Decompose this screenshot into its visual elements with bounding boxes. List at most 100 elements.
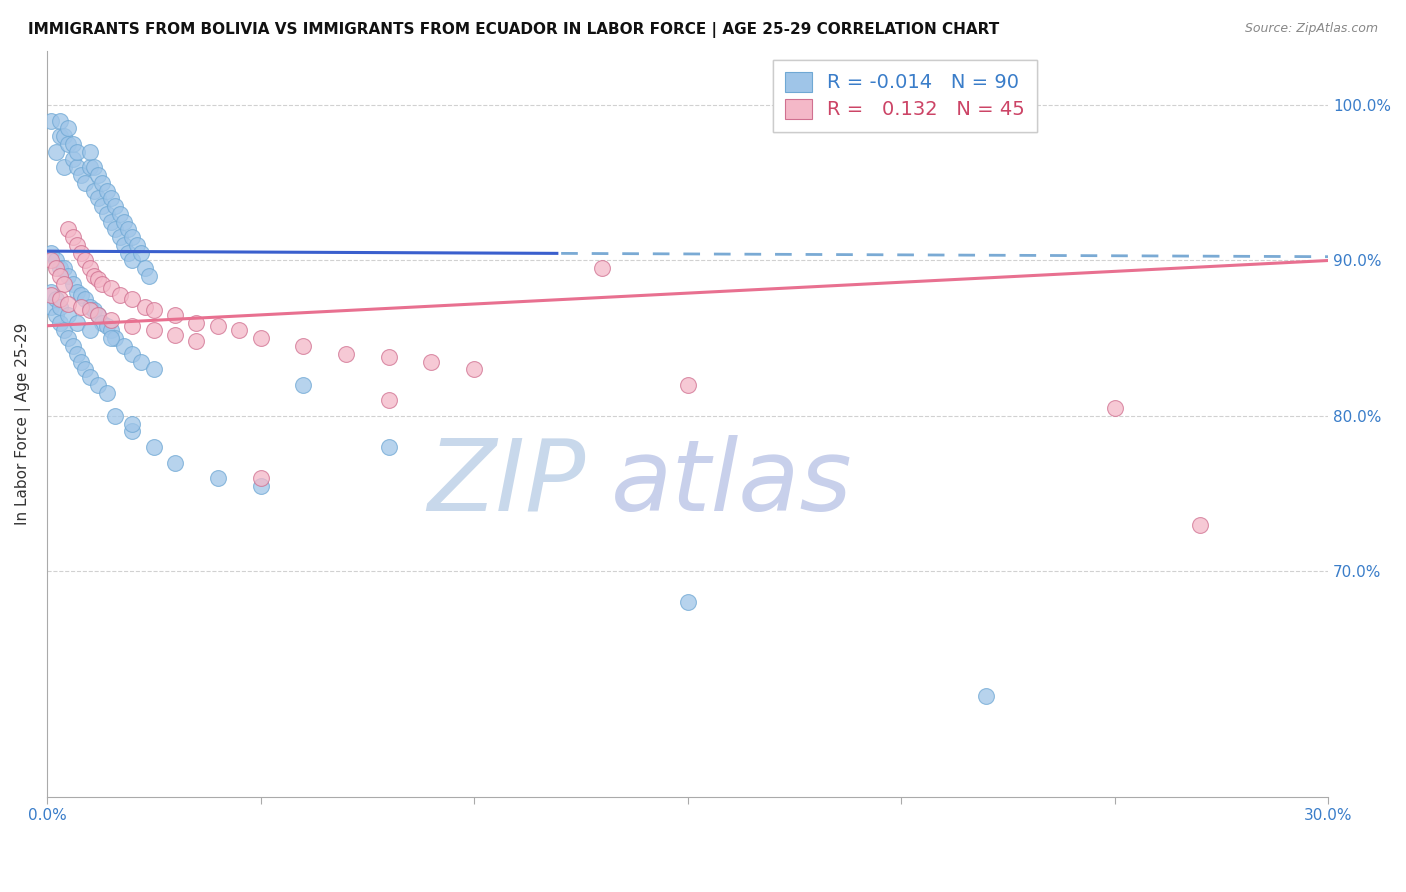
Point <box>66 160 89 174</box>
Point <box>62 230 84 244</box>
Point <box>104 199 127 213</box>
Point <box>91 176 114 190</box>
Legend: R = -0.014   N = 90, R =   0.132   N = 45: R = -0.014 N = 90, R = 0.132 N = 45 <box>773 60 1038 132</box>
Point <box>44 253 66 268</box>
Point <box>377 393 399 408</box>
Point <box>87 191 110 205</box>
Point <box>75 362 97 376</box>
Point <box>62 153 84 167</box>
Point <box>83 268 105 283</box>
Point <box>79 300 101 314</box>
Point <box>112 214 135 228</box>
Point <box>58 297 80 311</box>
Point <box>49 261 72 276</box>
Point <box>207 471 229 485</box>
Point <box>121 253 143 268</box>
Point <box>75 293 97 307</box>
Point <box>228 323 250 337</box>
Point <box>121 347 143 361</box>
Point <box>976 689 998 703</box>
Point <box>121 230 143 244</box>
Point <box>91 199 114 213</box>
Point <box>53 261 76 276</box>
Point <box>75 253 97 268</box>
Point <box>249 479 271 493</box>
Point <box>121 318 143 333</box>
Point <box>100 214 122 228</box>
Point <box>186 316 208 330</box>
Point <box>39 287 62 301</box>
Point <box>58 222 80 236</box>
Point <box>142 323 165 337</box>
Point <box>53 129 76 144</box>
Point <box>165 328 187 343</box>
Point <box>96 385 118 400</box>
Text: IMMIGRANTS FROM BOLIVIA VS IMMIGRANTS FROM ECUADOR IN LABOR FORCE | AGE 25-29 CO: IMMIGRANTS FROM BOLIVIA VS IMMIGRANTS FR… <box>28 22 1000 38</box>
Point <box>125 238 148 252</box>
Point <box>420 354 443 368</box>
Point <box>79 323 101 337</box>
Point <box>49 113 72 128</box>
Point <box>75 176 97 190</box>
Point <box>91 277 114 291</box>
Point <box>53 160 76 174</box>
Point <box>104 331 127 345</box>
Point <box>79 370 101 384</box>
Point <box>62 277 84 291</box>
Point <box>377 440 399 454</box>
Point <box>58 308 80 322</box>
Point <box>83 184 105 198</box>
Point <box>39 253 62 268</box>
Point <box>58 121 80 136</box>
Point <box>79 145 101 159</box>
Point <box>463 362 485 376</box>
Point <box>249 471 271 485</box>
Point <box>39 285 62 299</box>
Point <box>66 285 89 299</box>
Point <box>117 222 139 236</box>
Point <box>58 268 80 283</box>
Point <box>44 261 66 276</box>
Point <box>292 339 315 353</box>
Point <box>591 261 613 276</box>
Point <box>142 303 165 318</box>
Point <box>142 440 165 454</box>
Point <box>53 277 76 291</box>
Point <box>108 207 131 221</box>
Point <box>87 308 110 322</box>
Point <box>129 245 152 260</box>
Point <box>96 184 118 198</box>
Point <box>1104 401 1126 416</box>
Point <box>53 323 76 337</box>
Point <box>104 409 127 423</box>
Point <box>134 300 156 314</box>
Point <box>100 281 122 295</box>
Point <box>44 145 66 159</box>
Point <box>676 595 699 609</box>
Point <box>66 238 89 252</box>
Point <box>96 318 118 333</box>
Point <box>49 268 72 283</box>
Point <box>70 168 93 182</box>
Point <box>39 300 62 314</box>
Point <box>49 129 72 144</box>
Point <box>207 318 229 333</box>
Point <box>49 316 72 330</box>
Text: Source: ZipAtlas.com: Source: ZipAtlas.com <box>1244 22 1378 36</box>
Point <box>100 323 122 337</box>
Point <box>79 303 101 318</box>
Point <box>62 136 84 151</box>
Point <box>100 331 122 345</box>
Point <box>58 136 80 151</box>
Point <box>1189 517 1212 532</box>
Point <box>117 245 139 260</box>
Point <box>49 293 72 307</box>
Point <box>96 207 118 221</box>
Point <box>112 238 135 252</box>
Point <box>87 272 110 286</box>
Point <box>138 268 160 283</box>
Point <box>44 308 66 322</box>
Point <box>112 339 135 353</box>
Point <box>104 222 127 236</box>
Point <box>70 300 93 314</box>
